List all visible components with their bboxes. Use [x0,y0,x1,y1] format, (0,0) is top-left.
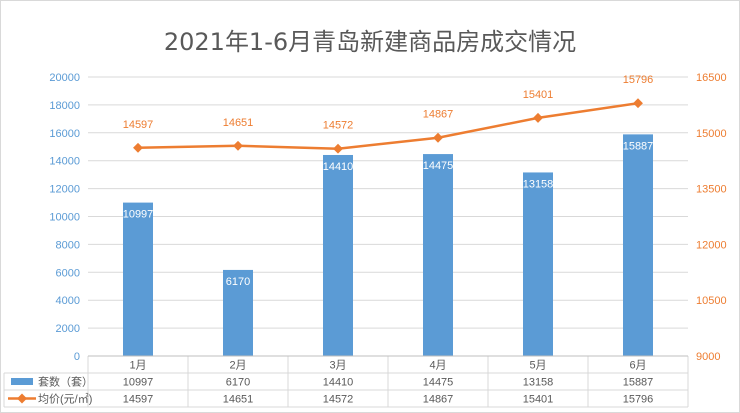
chart-title: 2021年1-6月青岛新建商品房成交情况 [163,28,577,56]
bar [623,134,653,356]
left-tick-label: 10000 [49,212,80,224]
bar [323,154,353,356]
line-point [233,140,243,151]
series-name: 均价(元/㎡) [38,393,92,406]
left-tick-label: 20000 [49,72,80,84]
line-data-label: 15401 [523,89,554,101]
right-tick-label: 12000 [696,239,727,251]
table-value: 14651 [223,394,254,406]
table-value: 14867 [423,394,454,406]
right-axis: 9000 10500 12000 13500 15000 16500 [696,72,727,363]
category-label: 6月 [629,360,646,372]
line-point [433,132,443,143]
bar [523,172,553,356]
category-label: 1月 [129,360,146,372]
table-value: 10997 [123,377,154,389]
line-point [533,112,543,123]
left-tick-label: 4000 [56,295,80,307]
category-label: 3月 [329,360,346,372]
right-tick-label: 15000 [696,128,727,140]
bar-data-label: 6170 [226,276,250,288]
bar [423,154,453,356]
table-value: 15887 [623,377,654,389]
bar-data-label: 13158 [523,178,554,190]
category-label: 4月 [429,360,446,372]
line-point [633,98,643,109]
bar-data-label: 10997 [123,209,154,221]
gridlines [88,76,688,357]
price-line [137,101,639,150]
right-tick-label: 10500 [696,295,727,307]
right-tick-label: 9000 [696,351,720,363]
bar-data-label: 15887 [623,140,654,152]
legend-key-marker [17,393,27,404]
table-value: 15796 [623,394,654,406]
line-series: 14597 14651 14572 14867 15401 15796 [123,74,654,154]
bar [223,269,253,356]
table-value: 6170 [226,377,250,389]
line-point [333,143,343,154]
line-point [133,142,143,153]
left-tick-label: 14000 [49,156,80,168]
legend-key-bar [11,378,33,385]
left-tick-label: 12000 [49,184,80,196]
table-value: 14475 [423,377,454,389]
bar-data-label: 14475 [423,160,454,172]
left-tick-label: 18000 [49,100,80,112]
category-label: 5月 [529,360,546,372]
table-value: 13158 [523,377,554,389]
bar [123,202,153,356]
line-data-label: 14651 [223,117,254,129]
table-value: 14597 [123,394,154,406]
right-tick-label: 16500 [696,72,727,84]
left-tick-label: 8000 [56,239,80,251]
left-tick-label: 0 [74,351,80,363]
left-tick-label: 2000 [56,323,80,335]
table-value: 15401 [523,394,554,406]
table-value: 14572 [323,394,354,406]
line-data-label: 14572 [323,120,354,132]
bar-data-label: 14410 [323,161,354,173]
left-tick-label: 6000 [56,267,80,279]
left-axis: 0 2000 4000 6000 8000 10000 12000 14000 16000 180… [49,72,80,363]
line-data-label: 15796 [623,74,654,86]
line-data-label: 14867 [423,109,454,121]
category-label: 2月 [229,360,246,372]
series-name: 套数（套） [38,376,93,389]
line-data-label: 14597 [123,119,154,131]
right-tick-label: 13500 [696,184,727,196]
bar-series: 10997 6170 14410 14475 13158 15887 [123,134,654,356]
left-tick-label: 16000 [49,128,80,140]
table-value: 14410 [323,377,354,389]
